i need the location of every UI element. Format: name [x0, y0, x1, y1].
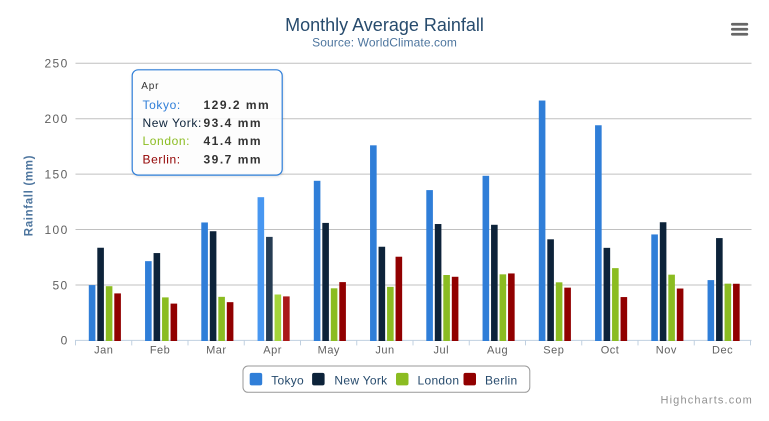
svg-text:New York:: New York: [143, 116, 202, 130]
svg-text:London: London [418, 373, 460, 387]
svg-text:Nov: Nov [656, 345, 677, 357]
svg-text:Oct: Oct [601, 345, 620, 357]
svg-text:150: 150 [45, 167, 69, 181]
svg-text:Rainfall (mm): Rainfall (mm) [24, 155, 36, 236]
svg-text:200: 200 [45, 112, 69, 126]
svg-text:129.2 mm: 129.2 mm [204, 98, 271, 112]
svg-text:Tokyo:: Tokyo: [143, 98, 181, 112]
svg-text:100: 100 [45, 223, 69, 237]
svg-text:Feb: Feb [150, 345, 170, 357]
svg-text:Sep: Sep [543, 345, 564, 357]
svg-text:Jul: Jul [434, 345, 450, 357]
svg-text:Jun: Jun [375, 345, 394, 357]
svg-text:Dec: Dec [712, 345, 733, 357]
svg-text:May: May [318, 345, 340, 357]
svg-text:Tokyo: Tokyo [271, 373, 304, 387]
svg-text:50: 50 [53, 278, 69, 292]
svg-text:Mar: Mar [206, 345, 226, 357]
svg-text:93.4 mm: 93.4 mm [204, 116, 263, 130]
svg-text:Monthly Average Rainfall: Monthly Average Rainfall [285, 15, 484, 35]
svg-text:Highcharts.com: Highcharts.com [660, 394, 753, 406]
svg-text:39.7 mm: 39.7 mm [204, 152, 263, 166]
svg-text:London:: London: [143, 134, 191, 148]
svg-text:Jan: Jan [94, 345, 113, 357]
svg-text:Source: WorldClimate.com: Source: WorldClimate.com [312, 36, 457, 50]
svg-text:Berlin:: Berlin: [143, 152, 181, 166]
svg-text:41.4 mm: 41.4 mm [204, 134, 263, 148]
svg-text:250: 250 [45, 57, 69, 71]
svg-text:Aug: Aug [487, 345, 508, 357]
svg-text:Apr: Apr [263, 345, 282, 357]
svg-text:0: 0 [61, 334, 69, 348]
svg-text:New York: New York [334, 373, 388, 387]
svg-text:Apr: Apr [141, 81, 159, 92]
svg-text:Berlin: Berlin [485, 373, 517, 387]
